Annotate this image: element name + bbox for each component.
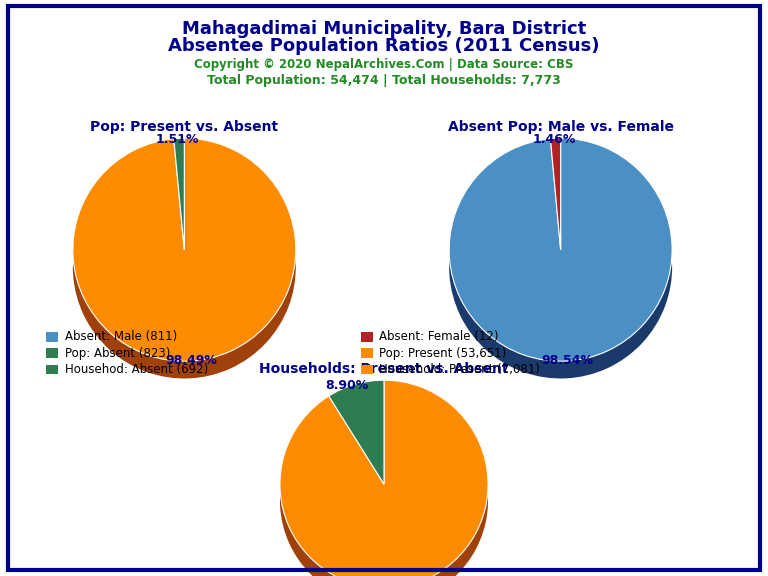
Wedge shape: [329, 396, 384, 501]
Wedge shape: [551, 138, 561, 250]
Title: Absent Pop: Male vs. Female: Absent Pop: Male vs. Female: [448, 120, 674, 134]
Text: Absent: Male (811): Absent: Male (811): [65, 331, 177, 343]
Text: Househod: Absent (692): Househod: Absent (692): [65, 363, 208, 376]
Text: Pop: Absent (823): Pop: Absent (823): [65, 347, 170, 359]
Wedge shape: [174, 138, 184, 250]
Wedge shape: [174, 156, 184, 267]
Wedge shape: [449, 156, 672, 378]
Wedge shape: [280, 380, 488, 576]
Wedge shape: [551, 156, 561, 267]
Text: Absentee Population Ratios (2011 Census): Absentee Population Ratios (2011 Census): [168, 37, 600, 55]
Wedge shape: [329, 380, 384, 484]
Title: Households: Present vs. Absent: Households: Present vs. Absent: [260, 362, 508, 376]
Text: 98.49%: 98.49%: [165, 354, 217, 367]
Text: Total Population: 54,474 | Total Households: 7,773: Total Population: 54,474 | Total Househo…: [207, 74, 561, 87]
Text: 98.54%: 98.54%: [541, 354, 593, 367]
Text: Absent: Female (12): Absent: Female (12): [379, 331, 499, 343]
Text: 1.51%: 1.51%: [156, 132, 200, 146]
Title: Pop: Present vs. Absent: Pop: Present vs. Absent: [91, 120, 278, 134]
Text: Mahagadimai Municipality, Bara District: Mahagadimai Municipality, Bara District: [182, 20, 586, 38]
Wedge shape: [73, 156, 296, 378]
Text: Copyright © 2020 NepalArchives.Com | Data Source: CBS: Copyright © 2020 NepalArchives.Com | Dat…: [194, 58, 574, 71]
Wedge shape: [73, 138, 296, 361]
Wedge shape: [449, 138, 672, 361]
Text: Pop: Present (53,651): Pop: Present (53,651): [379, 347, 507, 359]
Text: 8.90%: 8.90%: [326, 378, 369, 392]
Text: Household: Present (7,081): Household: Present (7,081): [379, 363, 540, 376]
Text: 1.46%: 1.46%: [532, 132, 576, 146]
Wedge shape: [280, 396, 488, 576]
